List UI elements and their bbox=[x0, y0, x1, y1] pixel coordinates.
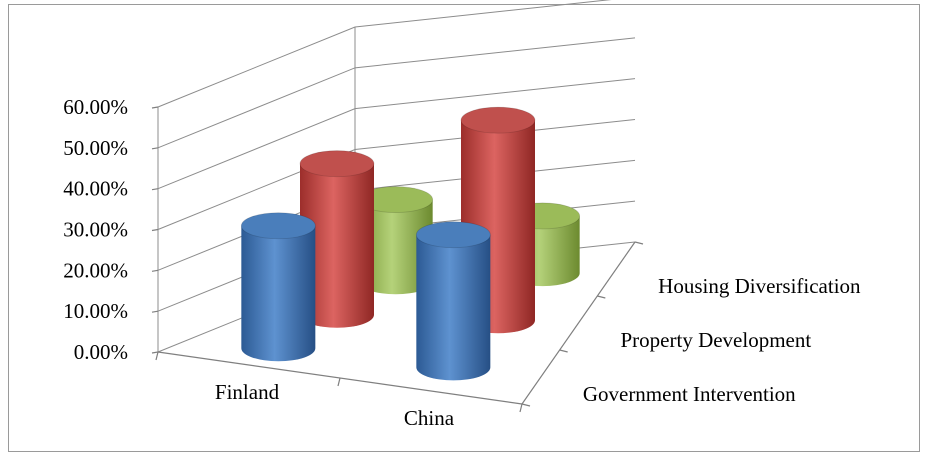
bar-top bbox=[240, 212, 316, 240]
series-axis-label: Property Development bbox=[621, 328, 812, 352]
chart-axes bbox=[151, 106, 644, 413]
bar-top bbox=[299, 150, 375, 178]
bar-top bbox=[415, 221, 491, 249]
y-tick-mark bbox=[151, 228, 159, 232]
series-axis-label: Government Intervention bbox=[583, 382, 796, 406]
bar-cylinder bbox=[299, 150, 375, 328]
bar-top bbox=[460, 106, 536, 134]
category-tick-mark bbox=[337, 377, 341, 387]
y-tick-label: 10.00% bbox=[63, 299, 128, 323]
y-tick-label: 60.00% bbox=[63, 95, 128, 119]
series-tick-mark bbox=[634, 241, 644, 245]
gridline bbox=[157, 37, 636, 149]
y-tick-mark bbox=[151, 188, 159, 191]
y-tick-mark bbox=[151, 351, 159, 354]
bar-body bbox=[300, 163, 374, 328]
y-tick-label: 0.00% bbox=[74, 340, 128, 364]
series-axis bbox=[521, 241, 636, 405]
chart-bars bbox=[240, 106, 581, 381]
y-tick-mark bbox=[151, 310, 159, 313]
y-tick-label: 50.00% bbox=[63, 136, 128, 160]
category-label: Finland bbox=[215, 380, 280, 404]
bar-cylinder bbox=[240, 212, 316, 362]
bar-body bbox=[358, 199, 433, 295]
bar-body bbox=[416, 234, 491, 381]
series-tick-mark bbox=[559, 349, 568, 353]
y-tick-mark bbox=[151, 106, 159, 109]
y-tick-label: 40.00% bbox=[63, 177, 128, 201]
y-tick-mark bbox=[151, 269, 159, 272]
y-tick-label: 30.00% bbox=[63, 218, 128, 242]
category-label: China bbox=[404, 406, 455, 430]
series-tick-mark bbox=[521, 403, 531, 407]
y-tick-mark bbox=[151, 147, 159, 150]
y-tick-label: 20.00% bbox=[63, 258, 128, 282]
category-tick-mark bbox=[155, 351, 159, 361]
gridline bbox=[157, 0, 612, 108]
category-labels: Finland China Government Intervention Prope… bbox=[215, 274, 861, 430]
gridline bbox=[157, 78, 636, 190]
chart-walls bbox=[157, 0, 636, 353]
series-axis-label: Housing Diversification bbox=[658, 274, 861, 298]
bar-cylinder bbox=[358, 186, 434, 295]
category-tick-mark bbox=[519, 403, 523, 413]
bar-body bbox=[241, 225, 316, 362]
bar-cylinder bbox=[415, 221, 491, 381]
series-tick-mark bbox=[597, 295, 606, 299]
y-axis-tick-labels: 0.00% 10.00% 20.00% 30.00% 40.00% 50.00% 60.00… bbox=[63, 95, 128, 364]
